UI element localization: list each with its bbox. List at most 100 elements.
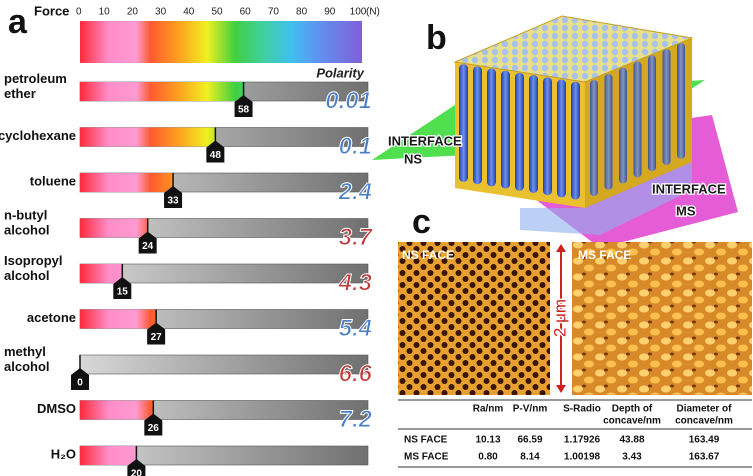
nanochannel [543,77,552,196]
scale-title: Force [34,3,69,18]
force-pin [164,186,183,208]
polarity-value: 4.3 [338,269,373,296]
scale-tick-label: 70 [268,7,280,18]
force-label: 0 [77,378,83,389]
row-header: MS FACE [404,452,449,463]
scale-tick-label: 60 [240,7,252,18]
table-cell: 0.80 [478,452,498,463]
nanochannel [619,67,627,184]
panel-label: c [412,203,431,241]
table-cell: 8.14 [520,452,540,463]
nanochannel [473,66,482,185]
force-bar [80,446,137,465]
solvent-name: n-butyl [4,207,47,222]
nanochannel [487,68,496,187]
solvent-name: ether [4,86,36,101]
scale-tick-label: 50 [211,7,223,18]
table-header: Diameter of [676,404,732,415]
solvent-name: alcohol [4,222,50,237]
arrow-head [556,244,566,252]
table-header: Depth of [612,404,653,415]
polarity-value: 5.4 [339,315,372,342]
force-bar [80,218,148,238]
force-label: 24 [142,241,154,252]
scale-tick-label: 40 [183,7,195,18]
nanochannel [604,73,613,190]
force-pin [138,231,157,254]
scale-tick-label: 80 [296,7,308,18]
force-label: 27 [151,332,163,343]
force-pin [71,368,89,390]
force-bar [80,127,216,147]
nanochannel [557,79,566,198]
scale-bar-label: 2 μm [550,299,569,337]
interface-label: NS [404,151,422,166]
table-cell: 10.13 [475,435,500,446]
force-label: 15 [117,287,129,298]
panel-label: a [8,3,28,41]
nanochannel-diagram: INTERFACE NS INTERFACE MS [372,15,738,248]
table-header: P-V/nm [513,404,548,415]
scale-tick-label: 100 [350,7,367,18]
polarity-value: 6.6 [339,360,373,387]
table-cell: 3.43 [622,452,642,463]
nanochannel [459,64,468,182]
interface-label: INTERFACE [388,133,462,148]
force-pin [144,413,163,436]
polarity-value: 7.2 [339,406,373,433]
scale-unit: (N) [366,7,380,18]
nanochannel [677,42,685,159]
scale-tick-label: 20 [127,7,139,18]
face-label: MS FACE [578,248,631,262]
interface-label: MS [676,203,696,218]
solvent-name: Isopropyl [4,253,63,268]
table-header: S-Radio [563,404,601,415]
solvent-name: methyl [4,344,46,359]
nanochannel [515,72,524,191]
force-bar [80,309,157,329]
polarity-value: 0.1 [339,133,372,160]
table-cell: 43.88 [619,435,644,446]
nanochannel [633,61,642,178]
arrow-head [556,385,566,393]
force-bar [80,264,123,283]
force-label: 33 [167,196,179,207]
table-cell: 163.67 [689,452,720,463]
solvent-name: acetone [27,310,76,325]
scale-tick-label: 30 [155,7,167,18]
solvent-name: petroleum [4,71,67,86]
force-label: 20 [131,469,143,476]
force-bar [80,400,154,420]
force-label: 58 [238,105,250,116]
force-pin [113,277,132,299]
nanochannel [662,49,671,165]
force-scale [80,21,362,63]
table-header: concave/nm [603,416,661,427]
force-track [79,354,369,375]
polarity-title: Polarity [316,65,364,80]
interface-label: INTERFACE [652,181,726,196]
polarity-value: 3.7 [339,224,374,251]
panel-label: b [426,19,447,57]
nanochannel [590,80,598,196]
scale-tick-label: 0 [76,7,82,18]
scale-tick-label: 90 [324,7,336,18]
scale-tick-label: 10 [99,7,111,18]
solvent-name: DMSO [37,401,76,416]
afm-image [398,242,550,395]
force-bar [80,82,244,101]
polarity-value: 2.4 [338,178,372,205]
table-cell: 1.17926 [564,435,601,446]
solvent-name: alcohol [4,268,50,283]
face-label: NS FACE [402,248,454,262]
nanochannel [529,75,538,193]
solvent-name: H₂O [51,446,76,461]
polarity-value: 0.01 [325,87,372,114]
force-pin [147,322,166,345]
solvent-name: alcohol [4,359,50,374]
force-pin [127,459,146,476]
table-header: concave/nm [675,416,733,427]
force-label: 26 [148,423,160,434]
nanochannel [571,81,580,200]
force-pin [206,140,225,163]
